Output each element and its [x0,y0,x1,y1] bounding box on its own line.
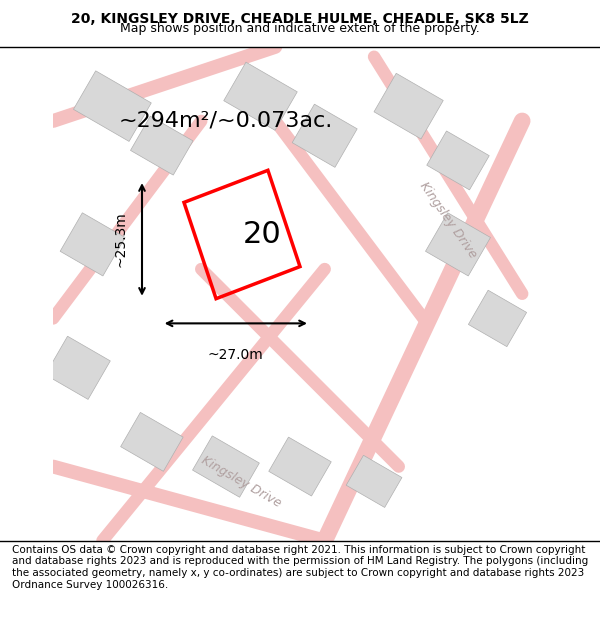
Polygon shape [224,62,297,130]
Polygon shape [130,116,193,175]
Text: Kingsley Drive: Kingsley Drive [417,179,479,260]
Text: 20: 20 [242,220,281,249]
Polygon shape [292,104,357,168]
Polygon shape [269,437,331,496]
Polygon shape [46,336,110,399]
Polygon shape [193,436,259,498]
Text: Contains OS data © Crown copyright and database right 2021. This information is : Contains OS data © Crown copyright and d… [12,545,588,589]
Text: ~27.0m: ~27.0m [208,348,263,362]
Text: Kingsley Drive: Kingsley Drive [199,453,283,509]
Text: Map shows position and indicative extent of the property.: Map shows position and indicative extent… [120,22,480,35]
Text: ~294m²/~0.073ac.: ~294m²/~0.073ac. [119,111,333,131]
Polygon shape [346,455,402,508]
Polygon shape [73,71,151,141]
Polygon shape [427,131,489,190]
Polygon shape [121,412,183,471]
Polygon shape [469,290,527,347]
Polygon shape [374,73,443,139]
Text: 20, KINGSLEY DRIVE, CHEADLE HULME, CHEADLE, SK8 5LZ: 20, KINGSLEY DRIVE, CHEADLE HULME, CHEAD… [71,12,529,26]
Polygon shape [425,213,490,276]
Text: ~25.3m: ~25.3m [113,211,127,268]
Polygon shape [60,213,125,276]
